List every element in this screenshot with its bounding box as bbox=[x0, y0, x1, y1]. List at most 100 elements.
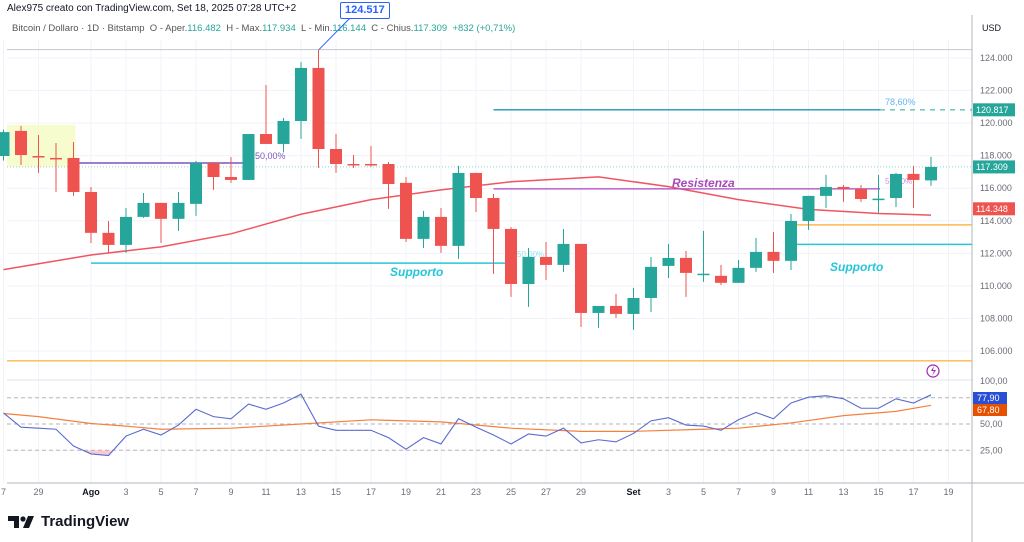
price-tick-label-clipped: 100,00 bbox=[980, 376, 1008, 386]
symbol-name[interactable]: Bitcoin / Dollaro · 1D · Bitstamp bbox=[12, 23, 145, 34]
candle-body bbox=[347, 163, 360, 166]
high-value: 117.934 bbox=[262, 23, 296, 34]
close-label: C - Chius. bbox=[371, 23, 414, 34]
candle-body bbox=[925, 166, 937, 181]
date-tick-label: 23 bbox=[471, 487, 481, 497]
date-tick-label: 5 bbox=[158, 487, 163, 497]
candle-body bbox=[715, 275, 727, 283]
date-tick-label: Ago bbox=[82, 487, 100, 497]
currency-label: USD bbox=[982, 23, 1002, 33]
date-tick-label: 11 bbox=[261, 487, 270, 497]
candle-body bbox=[50, 157, 62, 160]
candle-body bbox=[645, 266, 657, 298]
date-tick-label: 17 bbox=[366, 487, 376, 497]
candle-body bbox=[172, 202, 185, 219]
change-value: +832 (+0,71%) bbox=[452, 23, 516, 34]
candle-body bbox=[890, 173, 902, 199]
date-tick-label: 9 bbox=[771, 487, 776, 497]
oscillator-tick-label: 50,00 bbox=[980, 419, 1003, 429]
candle-body bbox=[610, 305, 622, 314]
date-tick-label: 9 bbox=[228, 487, 233, 497]
price-tick-label: 106.000 bbox=[980, 346, 1013, 356]
candle-body bbox=[802, 195, 815, 221]
resistance-label: Resistenza bbox=[672, 176, 735, 190]
candle-body bbox=[435, 216, 447, 246]
support-label-left: Supporto bbox=[390, 265, 443, 279]
high-price-callout[interactable]: 124.517 bbox=[340, 2, 390, 19]
candle-body bbox=[400, 182, 412, 239]
candle-body bbox=[540, 256, 552, 265]
date-tick-label: 7 bbox=[1, 487, 6, 497]
price-tick-label: 114.000 bbox=[980, 216, 1012, 226]
candle-body bbox=[470, 172, 482, 199]
fib-50-label: 50,00% bbox=[255, 151, 286, 161]
oversold-fill bbox=[3, 450, 931, 456]
low-label: L - Min. bbox=[301, 23, 333, 34]
rsi-ma-value-badge bbox=[973, 404, 1007, 416]
candle-body bbox=[85, 191, 97, 233]
candle-body bbox=[67, 157, 80, 192]
date-tick-label: 13 bbox=[838, 487, 848, 497]
date-tick-label: 3 bbox=[666, 487, 671, 497]
candle-body bbox=[662, 257, 675, 266]
candle-body bbox=[312, 67, 325, 150]
date-tick-label: 15 bbox=[873, 487, 883, 497]
candle-body bbox=[382, 163, 395, 185]
candle-body bbox=[855, 188, 867, 199]
chart-header: Alex975 creato con TradingView.com, Set … bbox=[7, 3, 297, 14]
candle-body bbox=[697, 273, 710, 276]
candle-body bbox=[575, 243, 587, 313]
candle-body bbox=[732, 267, 745, 283]
candle-body bbox=[872, 198, 885, 201]
candle-body bbox=[137, 202, 150, 217]
price-tick-label: 110.000 bbox=[980, 281, 1012, 291]
date-tick-label: 17 bbox=[908, 487, 918, 497]
candle-body bbox=[767, 251, 780, 261]
oscillator-tick-label: 25,00 bbox=[980, 445, 1003, 455]
candle-body bbox=[120, 216, 132, 245]
support-label-right: Supporto bbox=[830, 260, 883, 274]
date-tick-label: 21 bbox=[436, 487, 446, 497]
candle-body bbox=[452, 172, 465, 246]
price-tick-label: 122.000 bbox=[980, 86, 1013, 96]
candle-body bbox=[242, 134, 255, 180]
price-label-text: 120.817 bbox=[976, 105, 1009, 115]
rsi-ma-value-label: 67,80 bbox=[977, 405, 1000, 415]
candle-body bbox=[522, 256, 535, 284]
date-tick-label: 11 bbox=[804, 487, 813, 497]
open-label: O - Aper. bbox=[149, 23, 188, 34]
price-label-badge bbox=[973, 202, 1015, 216]
low-value: 116.144 bbox=[332, 23, 366, 34]
price-label-text: 114.348 bbox=[976, 204, 1008, 214]
price-tick-label: 112.000 bbox=[980, 248, 1012, 258]
date-tick-label: 19 bbox=[943, 487, 953, 497]
price-tick-label: 118.000 bbox=[980, 151, 1012, 161]
brand-name: TradingView bbox=[41, 513, 130, 530]
price-label-text: 117.309 bbox=[976, 162, 1008, 172]
date-tick-label: 7 bbox=[193, 487, 198, 497]
candle-body bbox=[207, 163, 220, 178]
candle-body bbox=[155, 202, 167, 219]
date-tick-label: 27 bbox=[541, 487, 551, 497]
price-tick-label: 120.000 bbox=[980, 118, 1013, 128]
date-tick-label: 5 bbox=[701, 487, 706, 497]
close-value: 117.309 bbox=[413, 23, 448, 34]
symbol-legend: Bitcoin / Dollaro · 1D · Bitstamp O - Ap… bbox=[12, 23, 515, 34]
tradingview-logo[interactable]: TradingView bbox=[8, 513, 129, 530]
date-tick-label: 7 bbox=[736, 487, 741, 497]
date-tick-label: 25 bbox=[506, 487, 516, 497]
rsi-value-badge bbox=[973, 392, 1007, 404]
candle-body bbox=[295, 67, 307, 122]
candle-body bbox=[592, 305, 605, 313]
candle-body bbox=[102, 232, 115, 245]
candle-body bbox=[0, 132, 10, 157]
fib-786-label: 78,60% bbox=[885, 97, 916, 107]
candle-body bbox=[505, 228, 517, 284]
candle-body bbox=[260, 134, 272, 144]
candle-body bbox=[907, 173, 920, 180]
rsi-line bbox=[3, 393, 932, 457]
rsi-value-label: 77,90 bbox=[977, 393, 1000, 403]
date-tick-label: 15 bbox=[331, 487, 341, 497]
price-tick-label: 108.000 bbox=[980, 313, 1013, 323]
